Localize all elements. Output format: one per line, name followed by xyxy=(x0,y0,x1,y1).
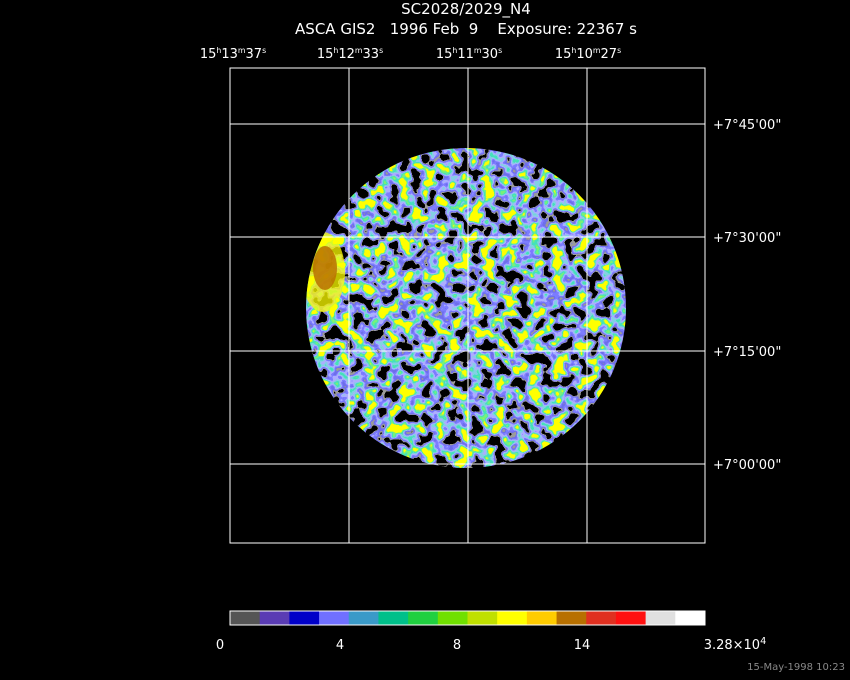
superscript: m xyxy=(355,46,363,55)
superscript: m xyxy=(593,46,601,55)
colorbar-segment xyxy=(289,611,320,625)
label-part: 8 xyxy=(453,638,461,653)
label-part: 15 xyxy=(436,47,453,62)
colorbar-segment xyxy=(408,611,439,625)
superscript: h xyxy=(571,46,576,55)
label: 8 xyxy=(453,638,461,653)
label-part: 13 xyxy=(221,47,238,62)
label-part: 0 xyxy=(216,638,224,653)
label-part: 3.28×10 xyxy=(704,638,760,653)
label-part: 37 xyxy=(246,47,263,62)
colorbar-segment xyxy=(348,611,379,625)
superscript: s xyxy=(262,46,266,55)
dec-label: +7°30'00" xyxy=(713,231,781,246)
colorbar-segment xyxy=(319,611,350,625)
colorbar-segment xyxy=(526,611,558,625)
label-part: 30 xyxy=(482,47,499,62)
superscript: h xyxy=(216,46,221,55)
coordinate-grid xyxy=(229,67,706,544)
label: 4 xyxy=(336,638,344,653)
colorbar-segment xyxy=(615,611,647,625)
superscript: h xyxy=(333,46,338,55)
colorbar-segment xyxy=(437,611,468,625)
label: 0 xyxy=(216,638,224,653)
colorbar-segment xyxy=(467,611,498,625)
label-part: 15 xyxy=(317,47,334,62)
bright-source-core xyxy=(313,246,337,290)
label-part: 15 xyxy=(555,47,572,62)
label: 15h12m33s xyxy=(317,46,383,62)
colorbar-segment xyxy=(497,611,528,625)
dec-label: +7°15'00" xyxy=(713,345,781,360)
label-part: 15 xyxy=(200,47,217,62)
dec-label: +7°00'00" xyxy=(713,458,781,473)
colorbar-frame xyxy=(229,610,706,626)
label-part: 4 xyxy=(336,638,344,653)
colorbar-segment xyxy=(645,611,676,625)
superscript: m xyxy=(474,46,482,55)
subtitle: ASCA GIS2 1996 Feb 9 Exposure: 22367 s xyxy=(295,20,637,38)
colorbar-segment xyxy=(675,611,706,625)
label: 14 xyxy=(574,638,591,653)
timestamp: 15-May-1998 10:23 xyxy=(747,662,845,673)
superscript: m xyxy=(238,46,246,55)
count-map xyxy=(306,148,626,468)
label: 15h10m27s xyxy=(555,46,621,62)
label-part: 12 xyxy=(338,47,355,62)
superscript: 4 xyxy=(760,636,766,647)
label-part: 10 xyxy=(576,47,593,62)
label-part: 27 xyxy=(601,47,618,62)
superscript: s xyxy=(617,46,621,55)
superscript: h xyxy=(452,46,457,55)
colorbar-segment xyxy=(586,611,617,625)
colorbar-segment xyxy=(378,611,409,625)
superscript: s xyxy=(498,46,502,55)
label-part: 33 xyxy=(363,47,380,62)
label: 15h13m37s xyxy=(200,46,266,62)
label-part: 11 xyxy=(457,47,474,62)
image-disk xyxy=(306,148,626,468)
dec-label: +7°45'00" xyxy=(713,118,781,133)
colorbar-segment xyxy=(230,611,261,625)
title: SC2028/2029_N4 xyxy=(401,0,531,19)
superscript: s xyxy=(379,46,383,55)
colorbar-segment xyxy=(259,611,290,625)
label: 15h11m30s xyxy=(436,46,502,62)
colorbar-segment xyxy=(556,611,587,625)
label-part: 14 xyxy=(574,638,591,653)
label: 3.28×104 xyxy=(704,636,767,653)
